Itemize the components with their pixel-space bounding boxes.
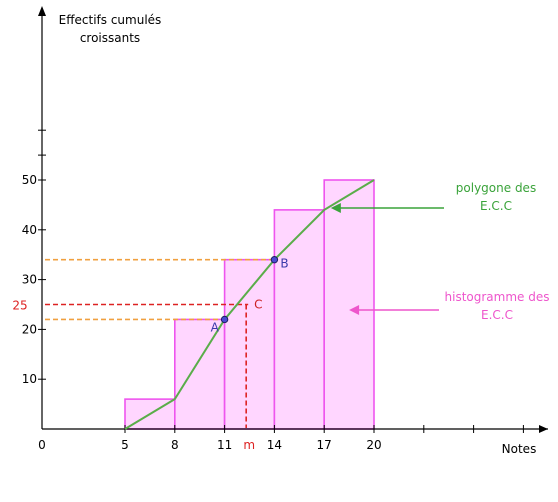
point-a-marker xyxy=(220,315,229,324)
y-tick-label-10: 10 xyxy=(22,372,37,386)
x-tick-label-8: 8 xyxy=(171,438,179,452)
x-tick-label-17: 17 xyxy=(317,438,332,452)
y-axis-arrowhead xyxy=(38,6,46,16)
y-tick-label-40: 40 xyxy=(22,223,37,237)
annotation-2-line-1: histogramme des xyxy=(445,290,550,304)
y-tick-label-50: 50 xyxy=(22,173,37,187)
annotation-1-arrowhead xyxy=(330,203,341,213)
point-a-label: A xyxy=(211,320,220,334)
point-b-marker xyxy=(270,255,279,264)
annotation-2-line-2: E.C.C xyxy=(481,308,513,322)
point-b-label: B xyxy=(280,257,288,271)
x-tick-label-20: 20 xyxy=(366,438,381,452)
x-tick-label-11: 11 xyxy=(217,438,232,452)
x-axis-title: Notes xyxy=(502,442,537,456)
histogram-bar-2 xyxy=(174,318,226,430)
y-axis-title-line-2: croissants xyxy=(80,31,140,45)
histogram-bar-4 xyxy=(273,209,325,430)
annotation-1-line-2: E.C.C xyxy=(480,199,512,213)
histogram-bar-5 xyxy=(323,179,375,430)
point-c-label: C xyxy=(254,298,262,312)
polygon-line xyxy=(124,179,375,430)
x-tick-label-5: 5 xyxy=(121,438,129,452)
y-tick-label-20: 20 xyxy=(22,322,37,336)
median-x-label: m xyxy=(243,438,255,452)
x-tick-label-14: 14 xyxy=(267,438,282,452)
median-y-label: 25 xyxy=(12,299,27,313)
histogram-bar-3 xyxy=(223,258,276,430)
annotation-2-arrowhead xyxy=(349,305,360,315)
x-axis-arrowhead xyxy=(539,425,548,433)
annotation-1-line-1: polygone des xyxy=(456,181,536,195)
y-axis-title-line-1: Effectifs cumulés xyxy=(59,13,162,27)
x-tick-label-0: 0 xyxy=(38,438,46,452)
y-tick-label-30: 30 xyxy=(22,273,37,287)
